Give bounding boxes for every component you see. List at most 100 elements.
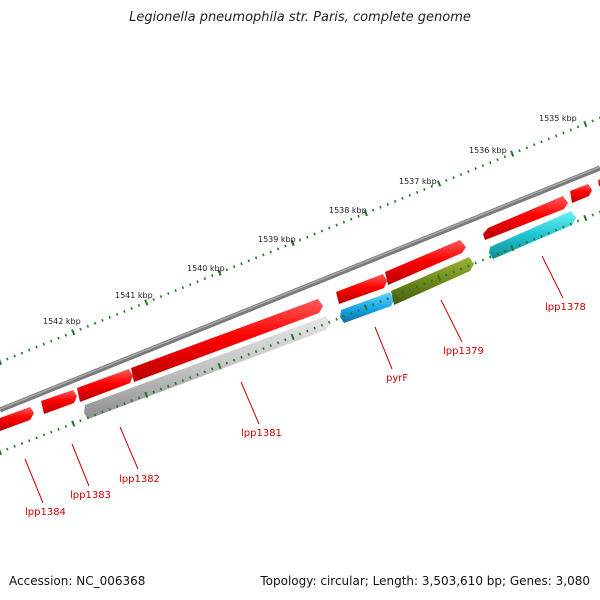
gene-arrow-lpp1383-fwd[interactable] (41, 390, 77, 414)
minor-tick (262, 253, 265, 257)
major-tick (363, 210, 368, 217)
gene-label-lpp1383[interactable]: lpp1383 (70, 490, 111, 501)
gene-arrow-lpp1379-fwd[interactable] (385, 240, 466, 285)
gene-arrow-lpp1378-fwd[interactable] (483, 196, 568, 240)
minor-tick (393, 294, 397, 298)
minor-tick (335, 317, 338, 321)
minor-tick (240, 355, 243, 359)
gene-label-lpp1382[interactable]: lpp1382 (119, 474, 160, 485)
minor-tick (540, 234, 543, 238)
minor-tick (576, 125, 580, 129)
minor-tick (342, 314, 346, 318)
minor-tick (269, 344, 272, 348)
minor-tick (262, 347, 265, 351)
minor-tick (247, 353, 250, 356)
leader-lpp1378 (541, 255, 564, 299)
minor-tick (408, 193, 411, 197)
minor-tick (445, 179, 448, 182)
minor-tick (379, 205, 382, 209)
minor-tick (298, 332, 302, 336)
minor-tick (276, 341, 280, 345)
minor-tick (430, 184, 433, 188)
minor-tick (525, 146, 529, 150)
minor-tick (532, 237, 536, 241)
gene-arrow-lpp1382-fwd[interactable] (77, 369, 133, 402)
minor-tick (452, 176, 455, 179)
accession-text: Accession: NC_006368 (9, 574, 146, 588)
minor-tick (320, 323, 324, 327)
minor-tick (203, 277, 207, 281)
minor-tick (481, 164, 485, 168)
gene-arrow-lpp1381-fwd[interactable] (131, 299, 323, 382)
gene-label-lpp1379[interactable]: lpp1379 (443, 346, 484, 357)
minor-tick (547, 231, 551, 235)
scale-label-1535: 1535 kbp (539, 114, 577, 123)
minor-tick (35, 436, 38, 440)
gene-label-pyrF[interactable]: pyrF (386, 373, 408, 384)
minor-tick (569, 222, 572, 226)
minor-tick (13, 354, 16, 358)
scale-label-1536: 1536 kbp (469, 146, 507, 155)
minor-tick (569, 128, 572, 132)
minor-tick (232, 358, 236, 362)
scale-label-1539: 1539 kbp (258, 235, 296, 244)
major-tick (436, 180, 442, 187)
minor-tick (496, 158, 499, 162)
minor-tick (430, 279, 433, 283)
major-tick (0, 449, 3, 456)
minor-tick (210, 274, 214, 278)
minor-tick (42, 433, 46, 437)
gene-label-lpp1381[interactable]: lpp1381 (241, 428, 282, 439)
minor-tick (306, 235, 309, 239)
gene-label-leaders (24, 255, 564, 504)
minor-tick (189, 283, 192, 287)
gene-arrow-pyrF-fwd[interactable] (336, 274, 387, 304)
minor-tick (467, 170, 470, 174)
minor-tick (306, 329, 309, 333)
minor-tick (232, 265, 236, 269)
minor-tick (225, 361, 229, 365)
minor-tick (86, 416, 90, 420)
major-tick (290, 239, 295, 247)
map-title: Legionella pneumophila str. Paris, compl… (129, 10, 471, 25)
minor-tick (254, 350, 258, 354)
minor-tick (115, 312, 119, 316)
minor-tick (167, 292, 170, 296)
genome-summary-text: Topology: circular; Length: 3,503,610 bp… (260, 574, 590, 588)
minor-tick (57, 336, 60, 340)
gene-label-lpp1378[interactable]: lpp1378 (545, 302, 586, 313)
second-row-genes (84, 211, 576, 419)
genome-backbone-highlight (0, 166, 600, 410)
minor-tick (115, 405, 119, 408)
gene-arrow-partial-fwd[interactable] (570, 184, 592, 203)
minor-tick (518, 243, 521, 247)
minor-tick (49, 339, 53, 343)
minor-tick (415, 190, 419, 194)
minor-tick (459, 173, 463, 176)
minor-tick (6, 357, 9, 361)
minor-tick (489, 255, 492, 259)
scale-label-1542: 1542 kbp (43, 317, 81, 326)
scale-label-1541: 1541 kbp (115, 291, 153, 300)
major-tick (217, 269, 222, 276)
minor-tick (313, 232, 316, 236)
minor-tick (152, 298, 155, 301)
minor-tick (540, 140, 543, 144)
minor-tick (591, 119, 594, 123)
minor-tick (108, 315, 111, 319)
minor-tick (554, 134, 558, 138)
gene-bar-lpp1381-grey[interactable] (84, 316, 330, 419)
major-tick (583, 214, 588, 222)
leader-pyrF (374, 326, 393, 370)
minor-tick (196, 373, 199, 377)
gene-label-lpp1384[interactable]: lpp1384 (25, 507, 66, 518)
gene-bar-pyrF-blue[interactable] (340, 292, 394, 323)
minor-tick (393, 199, 397, 203)
minor-tick (562, 225, 565, 229)
minor-tick (174, 381, 177, 385)
minor-tick (79, 327, 82, 331)
gene-arrow-lpp1384-fwd[interactable] (0, 407, 34, 431)
leader-lpp1383 (71, 443, 90, 487)
minor-tick (210, 367, 214, 371)
